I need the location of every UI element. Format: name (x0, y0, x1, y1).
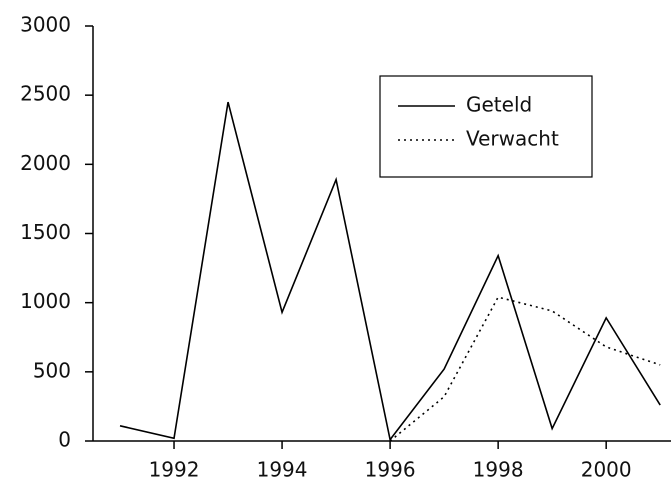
y-tick-label: 2500 (20, 82, 71, 106)
legend-label: Verwacht (466, 127, 559, 151)
x-tick-label: 2000 (581, 458, 632, 482)
x-tick-label: 1998 (473, 458, 524, 482)
y-tick-label: 3000 (20, 13, 71, 37)
legend-label: Geteld (466, 93, 532, 117)
y-tick-label: 0 (58, 428, 71, 452)
data-line (389, 296, 661, 442)
y-tick-label: 1000 (20, 289, 71, 313)
y-tick-label: 2000 (20, 151, 71, 175)
y-tick-label: 1500 (20, 220, 71, 244)
legend-box (379, 75, 593, 178)
y-tick-label: 500 (33, 358, 71, 382)
x-tick-label: 1996 (365, 458, 416, 482)
x-tick-label: 1992 (149, 458, 200, 482)
x-tick-label: 1994 (257, 458, 308, 482)
data-line (119, 101, 661, 442)
